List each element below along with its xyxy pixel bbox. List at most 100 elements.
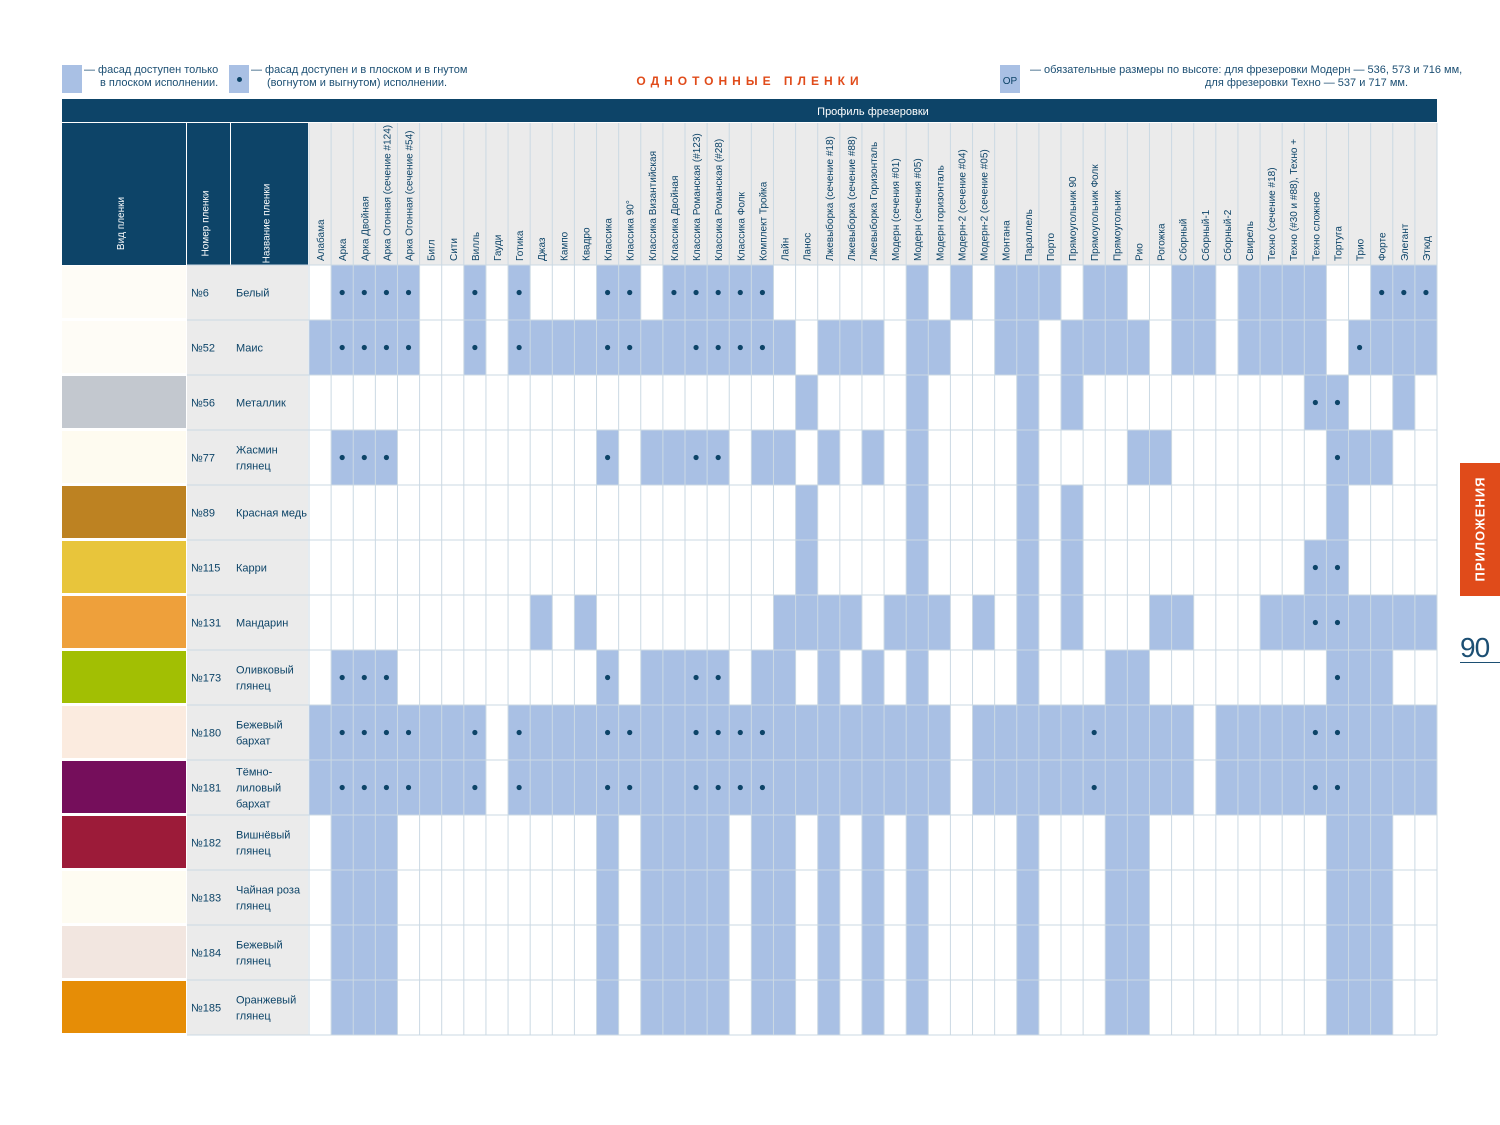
profile-label: Сборный-2 (1222, 209, 1234, 261)
availability-cell (906, 485, 929, 540)
availability-cell (1326, 980, 1349, 1035)
availability-cell (1016, 870, 1039, 925)
availability-cell (685, 815, 708, 870)
availability-cell (1127, 925, 1150, 980)
op-badge-label: ОР (1002, 76, 1018, 87)
availability-cell (751, 870, 774, 925)
availability-cell (861, 430, 885, 485)
bent-dot (405, 289, 412, 296)
availability-cell (817, 760, 840, 815)
availability-cell (773, 760, 796, 815)
availability-cell (817, 870, 840, 925)
availability-cell (1326, 925, 1349, 980)
availability-cell (1237, 760, 1261, 815)
film-swatch (62, 431, 186, 483)
film-swatch (62, 871, 186, 923)
availability-cell (1038, 265, 1061, 320)
availability-cell (1348, 870, 1371, 925)
bent-dot (737, 784, 743, 791)
bent-dot (339, 289, 345, 296)
bent-dot (1334, 784, 1341, 791)
availability-cell (861, 870, 885, 925)
profile-label: Техно (#30 и #88), Техно + (1289, 139, 1300, 261)
availability-cell (751, 815, 774, 870)
availability-cell (1061, 540, 1084, 595)
bent-dot (693, 454, 699, 461)
film-swatch (62, 651, 186, 703)
profile-label: Лжевыборка Горизонталь (868, 142, 880, 261)
profile-label: Модерн (сечения #05) (913, 158, 924, 261)
availability-cell (751, 650, 774, 705)
availability-cell (1237, 265, 1261, 320)
availability-cell (419, 705, 442, 760)
profile-label: Свирель (1245, 221, 1256, 261)
availability-cell (817, 925, 840, 980)
availability-cell (906, 375, 929, 430)
col-name-header-cell (231, 123, 308, 265)
availability-cell (707, 980, 730, 1035)
availability-cell (707, 925, 730, 980)
availability-cell (906, 650, 929, 705)
availability-cell (928, 595, 951, 650)
bent-dot (383, 674, 390, 681)
availability-cell (906, 760, 929, 815)
availability-cell (1149, 595, 1172, 650)
availability-cell (1260, 595, 1283, 650)
film-number: №181 (191, 783, 221, 795)
bent-dot (693, 344, 699, 351)
bent-dot (361, 344, 367, 351)
bent-dot (715, 289, 721, 296)
op-legend-text: — обязательные размеры по высоте: для фр… (1030, 64, 1462, 90)
profile-label: Элегант (1400, 223, 1411, 261)
profile-label: Арка Огонная (сечение #124) (382, 125, 393, 261)
availability-cell (1105, 980, 1128, 1035)
availability-cell (884, 595, 907, 650)
film-number: №185 (191, 1003, 221, 1015)
availability-cell (773, 870, 796, 925)
film-name: Тёмно- (236, 767, 273, 779)
availability-cell (906, 980, 929, 1035)
film-number: №183 (191, 893, 221, 905)
op-badge-icon: ОР (1000, 65, 1020, 93)
availability-cell (1171, 265, 1194, 320)
availability-cell (662, 870, 685, 925)
bent-dot (361, 674, 367, 681)
bent-dot (715, 454, 721, 461)
row-label-bg (187, 815, 308, 870)
availability-cell (906, 320, 929, 375)
availability-cell (662, 980, 685, 1035)
section-tab[interactable]: ПРИЛОЖЕНИЯ (1460, 463, 1500, 596)
availability-cell (1260, 705, 1283, 760)
availability-cell (1038, 705, 1061, 760)
availability-cell (1061, 320, 1084, 375)
availability-cell (1016, 485, 1039, 540)
availability-cell (662, 320, 685, 375)
page-number-underline (1460, 662, 1500, 663)
availability-cell (1105, 705, 1128, 760)
availability-cell (1282, 705, 1305, 760)
film-name: Маис (236, 343, 264, 355)
availability-cell (707, 870, 730, 925)
bent-dot (516, 729, 522, 736)
profile-label: Порто (1046, 232, 1057, 261)
availability-cell (530, 595, 553, 650)
bent-dot (627, 784, 633, 791)
availability-cell (441, 705, 464, 760)
row-label-bg (187, 485, 308, 540)
bent-legend-line2: (вогнутом и выгнутом) исполнении. (267, 77, 448, 89)
profile-label: Гауди (493, 235, 504, 261)
availability-cell (1193, 265, 1216, 320)
film-name: лиловый (236, 783, 281, 795)
availability-cell (574, 595, 597, 650)
profile-label: Техно сложное (1311, 191, 1322, 261)
film-swatch (62, 926, 186, 978)
film-swatch (62, 376, 186, 428)
availability-cell (353, 925, 376, 980)
availability-cell (972, 760, 995, 815)
availability-cell (1016, 265, 1039, 320)
availability-cell (773, 320, 796, 375)
film-number: №184 (191, 948, 221, 960)
profile-label: Прямоугольник 90 (1068, 176, 1079, 261)
availability-cell (950, 265, 973, 320)
availability-cell (773, 925, 796, 980)
